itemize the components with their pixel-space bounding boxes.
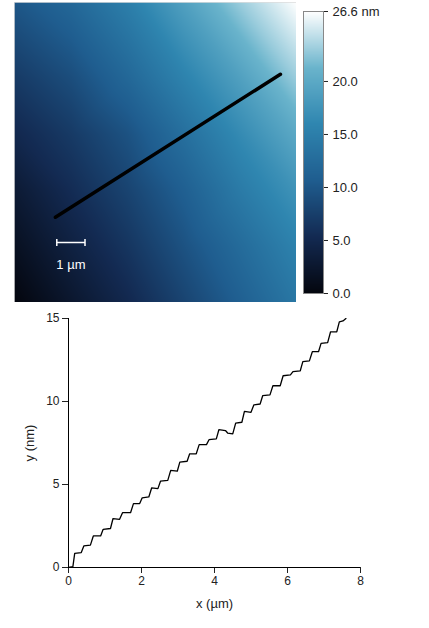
svg-text:15: 15 xyxy=(46,311,60,325)
svg-text:8: 8 xyxy=(357,574,364,588)
svg-text:5: 5 xyxy=(53,477,60,491)
svg-text:26.6 nm: 26.6 nm xyxy=(333,4,380,19)
svg-text:6: 6 xyxy=(284,574,291,588)
svg-text:15.0: 15.0 xyxy=(333,127,358,142)
svg-text:0: 0 xyxy=(65,574,72,588)
svg-text:0.0: 0.0 xyxy=(333,286,351,301)
svg-text:4: 4 xyxy=(211,574,218,588)
svg-text:10: 10 xyxy=(46,394,60,408)
svg-text:2: 2 xyxy=(138,574,145,588)
svg-text:10.0: 10.0 xyxy=(333,180,358,195)
svg-text:5.0: 5.0 xyxy=(333,233,351,248)
svg-text:x (µm): x (µm) xyxy=(196,596,233,611)
svg-text:20.0: 20.0 xyxy=(333,74,358,89)
svg-text:0: 0 xyxy=(53,560,60,574)
svg-text:y (nm): y (nm) xyxy=(22,425,37,462)
svg-text:1 µm: 1 µm xyxy=(56,257,85,272)
